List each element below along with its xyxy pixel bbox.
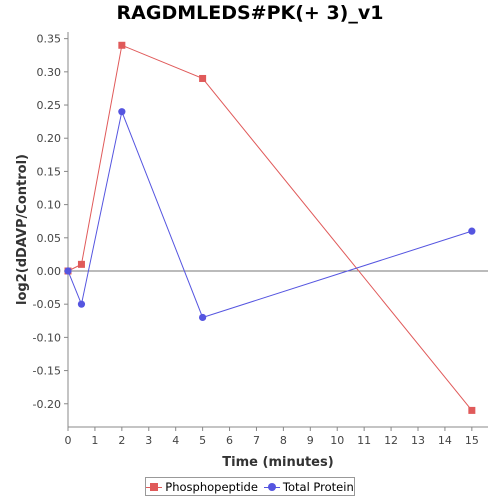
legend-swatch-total-protein <box>263 482 280 492</box>
x-axis-title: Time (minutes) <box>222 455 333 470</box>
x-tick-label: 15 <box>465 434 479 447</box>
x-tick-label: 9 <box>307 434 314 447</box>
data-point-total-protein <box>118 108 126 116</box>
y-axis-title: log2(dDAVP/Control) <box>15 154 30 305</box>
legend-item-total-protein: Total Protein <box>263 479 354 494</box>
y-tick-label: -0.10 <box>33 331 61 344</box>
y-tick-label: 0.35 <box>37 33 62 46</box>
x-tick-label: 12 <box>384 434 398 447</box>
y-tick-label: 0.25 <box>37 99 62 112</box>
plot-area <box>68 32 488 427</box>
data-point-phosphopeptide <box>199 74 207 82</box>
data-point-phosphopeptide <box>77 260 85 268</box>
y-tick-label: -0.15 <box>33 365 61 378</box>
y-tick-label: 0.10 <box>37 199 62 212</box>
x-tick-label: 5 <box>199 434 206 447</box>
y-tick-label: -0.20 <box>33 398 61 411</box>
data-point-total-protein <box>199 313 207 322</box>
data-point-total-protein <box>64 267 72 275</box>
legend-label-phosphopeptide: Phosphopeptide <box>165 479 258 494</box>
y-tick-label: 0.30 <box>37 66 62 79</box>
chart-title: RAGDMLEDS#PK(+ 3)_v1 <box>116 2 384 24</box>
data-point-total-protein <box>468 227 476 235</box>
x-tick-label: 1 <box>91 434 98 447</box>
x-tick-label: 2 <box>118 434 125 447</box>
y-tick-label: 0.15 <box>37 165 62 178</box>
y-tick-label: 0.00 <box>37 265 62 278</box>
x-tick-label: 11 <box>357 434 371 447</box>
x-tick-label: 6 <box>226 434 233 447</box>
legend-label-total-protein: Total Protein <box>282 479 354 494</box>
data-point-total-protein <box>77 300 86 308</box>
x-tick-label: 3 <box>145 434 152 447</box>
x-tick-label: 7 <box>253 434 260 447</box>
y-tick-label: 0.05 <box>37 232 62 245</box>
legend-item-phosphopeptide: Phosphopeptide <box>146 480 258 494</box>
x-tick-label: 4 <box>172 434 179 447</box>
x-tick-label: 13 <box>411 434 425 447</box>
y-tick-label: 0.20 <box>37 132 62 145</box>
x-tick-label: 0 <box>65 434 72 447</box>
data-point-phosphopeptide <box>468 406 476 414</box>
x-tick-label: 14 <box>438 434 452 447</box>
data-point-phosphopeptide <box>118 41 126 49</box>
y-tick-label: -0.05 <box>33 298 61 311</box>
legend-swatch-phosphopeptide <box>146 482 163 492</box>
x-tick-label: 8 <box>280 434 287 447</box>
x-tick-label: 10 <box>330 434 344 447</box>
legend: Phosphopeptide Total Protein <box>145 477 355 496</box>
